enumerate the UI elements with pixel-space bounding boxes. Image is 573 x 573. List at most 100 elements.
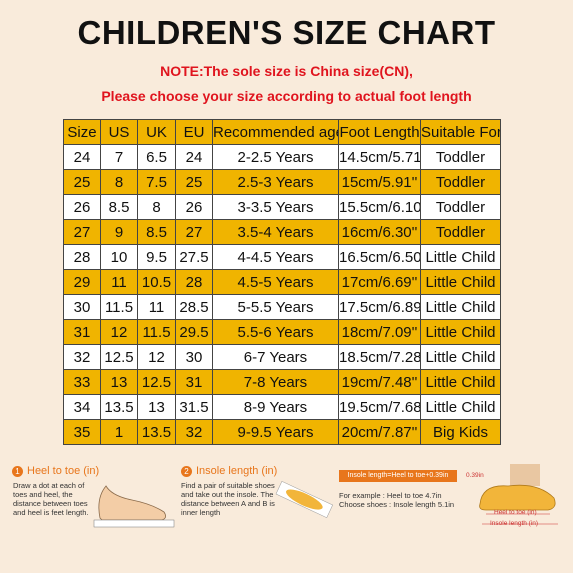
cell: 16cm/6.30'' — [338, 219, 421, 245]
guide-text: Draw a dot at each of toes and heel, the… — [13, 481, 89, 517]
table-row: 24 7 6.5 24 2-2.5 Years 14.5cm/5.71'' Toddler — [63, 144, 501, 170]
table-row: 25 8 7.5 25 2.5-3 Years 15cm/5.91'' Toddler — [63, 169, 501, 195]
cell: 26 — [175, 194, 213, 220]
cell: Little Child — [420, 319, 501, 345]
cell: 11.5 — [100, 294, 138, 320]
table-row: 31 12 11.5 29.5 5.5-6 Years 18cm/7.09'' Little… — [63, 319, 501, 345]
column-header: US — [100, 119, 138, 145]
example: Choose shoes : Insole length 5.1in — [339, 500, 455, 509]
guide-title-text: Heel to toe (in) — [27, 465, 100, 477]
header-row: Size US UK EU Recommended age Foot Length Suit… — [63, 119, 501, 145]
guide-title: 2 Insole length (in) — [181, 465, 277, 477]
table-row: 32 12.5 12 30 6-7 Years 18.5cm/7.28'' Little C… — [63, 344, 501, 370]
cell: 11.5 — [137, 319, 176, 345]
table-row: 28 10 9.5 27.5 4-4.5 Years 16.5cm/6.50'' Littl… — [63, 244, 501, 270]
cell: Little Child — [420, 269, 501, 295]
cell: 27 — [63, 219, 101, 245]
label: 0.39in — [466, 472, 484, 479]
cell: 31 — [175, 369, 213, 395]
cell: 11 — [137, 294, 176, 320]
cell: Little Child — [420, 344, 501, 370]
table-row: 29 11 10.5 28 4.5-5 Years 17cm/6.69'' Little C… — [63, 269, 501, 295]
cell: 25 — [63, 169, 101, 195]
cell: Big Kids — [420, 419, 501, 445]
note: Please choose your size according to act… — [101, 88, 472, 104]
cell: 12.5 — [100, 344, 138, 370]
cell: 18cm/7.09'' — [338, 319, 421, 345]
cell: 32 — [175, 419, 213, 445]
cell: 11 — [100, 269, 138, 295]
cell: 16.5cm/6.50'' — [338, 244, 421, 270]
cell: 7-8 Years — [212, 369, 339, 395]
cell: 7 — [100, 144, 138, 170]
cell: 3.5-4 Years — [212, 219, 339, 245]
column-header: UK — [137, 119, 176, 145]
cell: Little Child — [420, 369, 501, 395]
step-number: 1 — [12, 466, 23, 477]
cell: 8.5 — [137, 219, 176, 245]
step-number: 2 — [181, 466, 192, 477]
cell: 12.5 — [137, 369, 176, 395]
cell: 27 — [175, 219, 213, 245]
size-table: Size US UK EU Recommended age Foot Length Suit… — [63, 119, 501, 445]
column-header: EU — [175, 119, 213, 145]
table-row: 26 8.5 8 26 3-3.5 Years 15.5cm/6.10'' Toddler — [63, 194, 501, 220]
cell: 7.5 — [137, 169, 176, 195]
column-header: Suitable For — [420, 119, 501, 145]
example: For example : Heel to toe 4.7in — [339, 491, 442, 500]
cell: 32 — [63, 344, 101, 370]
cell: 6.5 — [137, 144, 176, 170]
cell: 12 — [100, 319, 138, 345]
cell: 14.5cm/5.71'' — [338, 144, 421, 170]
cell: 29 — [63, 269, 101, 295]
cell: 9.5 — [137, 244, 176, 270]
column-header: Recommended age — [212, 119, 339, 145]
cell: 5-5.5 Years — [212, 294, 339, 320]
insole-illustration — [275, 481, 333, 519]
cell: 8 — [137, 194, 176, 220]
cell: 18.5cm/7.28'' — [338, 344, 421, 370]
note: NOTE:The sole size is China size(CN), — [160, 63, 413, 79]
cell: Toddler — [420, 144, 501, 170]
table-row: 34 13.5 13 31.5 8-9 Years 19.5cm/7.68'' Little… — [63, 394, 501, 420]
cell: Toddler — [420, 194, 501, 220]
table-row: 33 13 12.5 31 7-8 Years 19cm/7.48'' Little Chi… — [63, 369, 501, 395]
cell: 27.5 — [175, 244, 213, 270]
cell: 6-7 Years — [212, 344, 339, 370]
cell: 31 — [63, 319, 101, 345]
column-header: Foot Length — [338, 119, 421, 145]
cell: 8.5 — [100, 194, 138, 220]
cell: 24 — [175, 144, 213, 170]
cell: Little Child — [420, 244, 501, 270]
foot-illustration — [93, 485, 175, 528]
guide-text: Find a pair of suitable shoes and take o… — [181, 481, 275, 517]
label: Heel to toe (in) — [494, 509, 537, 516]
column-header: Size — [63, 119, 101, 145]
cell: 31.5 — [175, 394, 213, 420]
cell: 26 — [63, 194, 101, 220]
cell: Little Child — [420, 394, 501, 420]
cell: 19cm/7.48'' — [338, 369, 421, 395]
cell: 28 — [63, 244, 101, 270]
cell: 30 — [63, 294, 101, 320]
cell: 35 — [63, 419, 101, 445]
cell: 17.5cm/6.89'' — [338, 294, 421, 320]
cell: 10.5 — [137, 269, 176, 295]
table-row: 30 11.5 11 28.5 5-5.5 Years 17.5cm/6.89'' Litt… — [63, 294, 501, 320]
cell: 33 — [63, 369, 101, 395]
cell: 5.5-6 Years — [212, 319, 339, 345]
cell: 2-2.5 Years — [212, 144, 339, 170]
cell: 15.5cm/6.10'' — [338, 194, 421, 220]
guide-title-text: Insole length (in) — [196, 465, 278, 477]
title: CHILDREN'S SIZE CHART — [77, 14, 496, 51]
cell: 13.5 — [100, 394, 138, 420]
cell: Toddler — [420, 219, 501, 245]
cell: 4.5-5 Years — [212, 269, 339, 295]
cell: Little Child — [420, 294, 501, 320]
table-row: 35 1 13.5 32 9-9.5 Years 20cm/7.87'' Big Kids — [63, 419, 501, 445]
formula: Insole length=Heel to toe+0.39in — [339, 470, 457, 482]
cell: 2.5-3 Years — [212, 169, 339, 195]
cell: 19.5cm/7.68'' — [338, 394, 421, 420]
cell: 24 — [63, 144, 101, 170]
